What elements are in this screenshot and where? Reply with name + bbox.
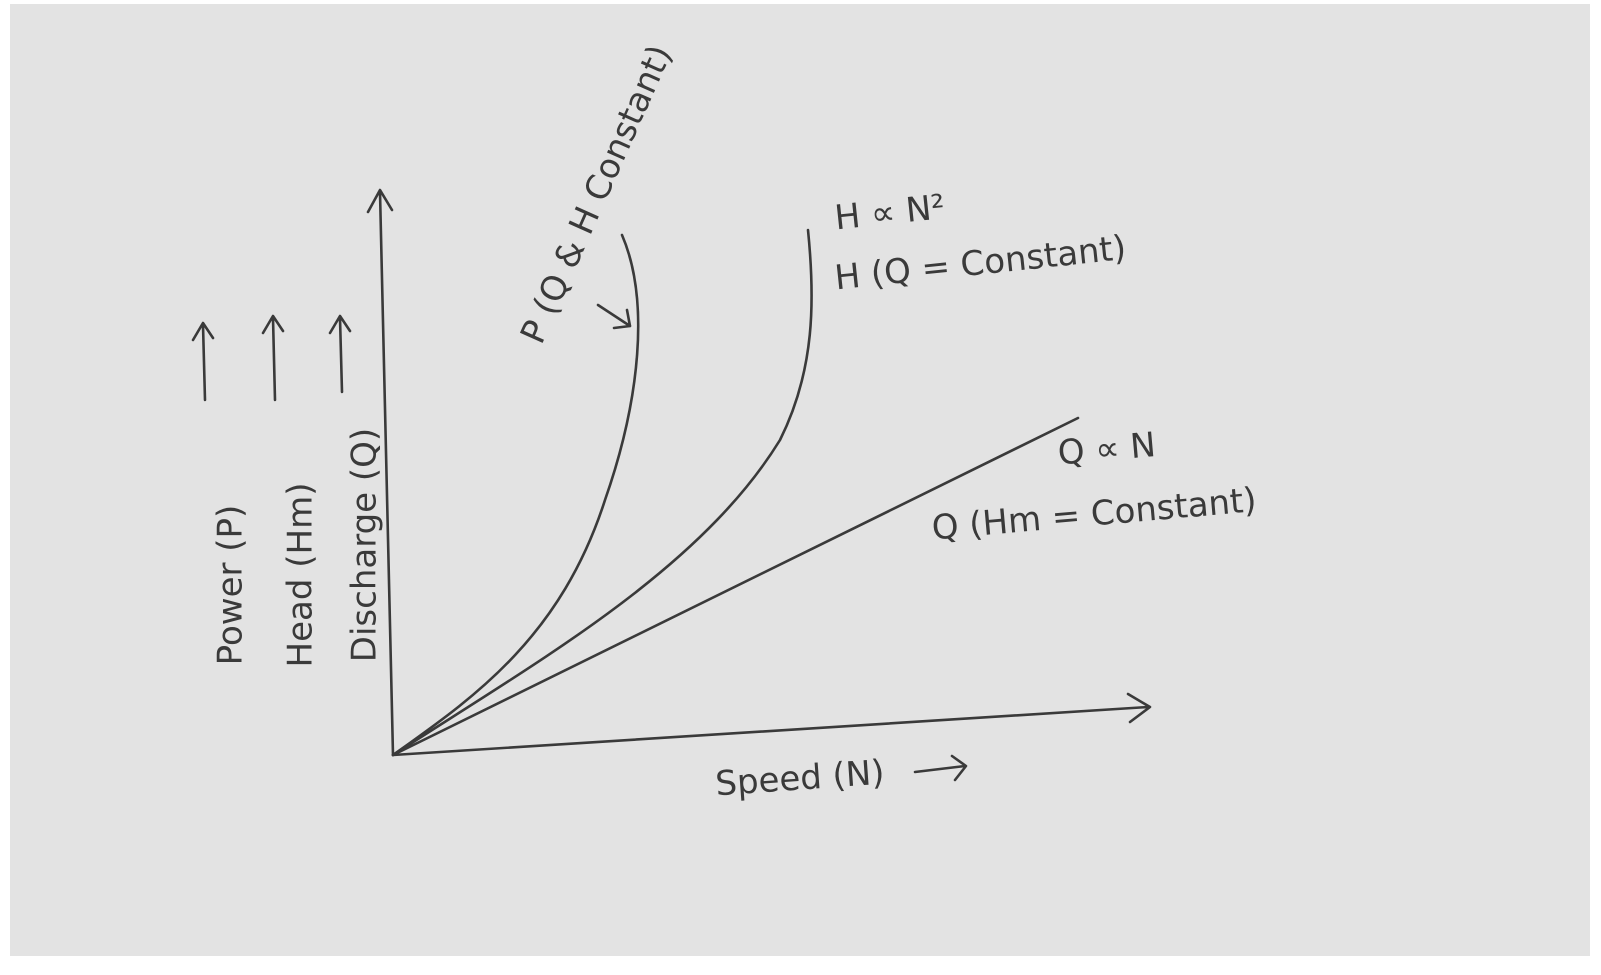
y-label: Power (P) xyxy=(211,505,251,666)
curve-label: Q ∝ N xyxy=(1056,425,1157,473)
y-label: Discharge (Q) xyxy=(345,428,385,662)
paper xyxy=(10,4,1590,956)
page: {"y_axis_labels": ["Power (P)", "Head (H… xyxy=(0,0,1601,975)
y-label: Head (Hm) xyxy=(281,483,321,668)
diagram: Power (P) Head (Hm) Discharge (Q) Speed … xyxy=(0,0,1601,975)
